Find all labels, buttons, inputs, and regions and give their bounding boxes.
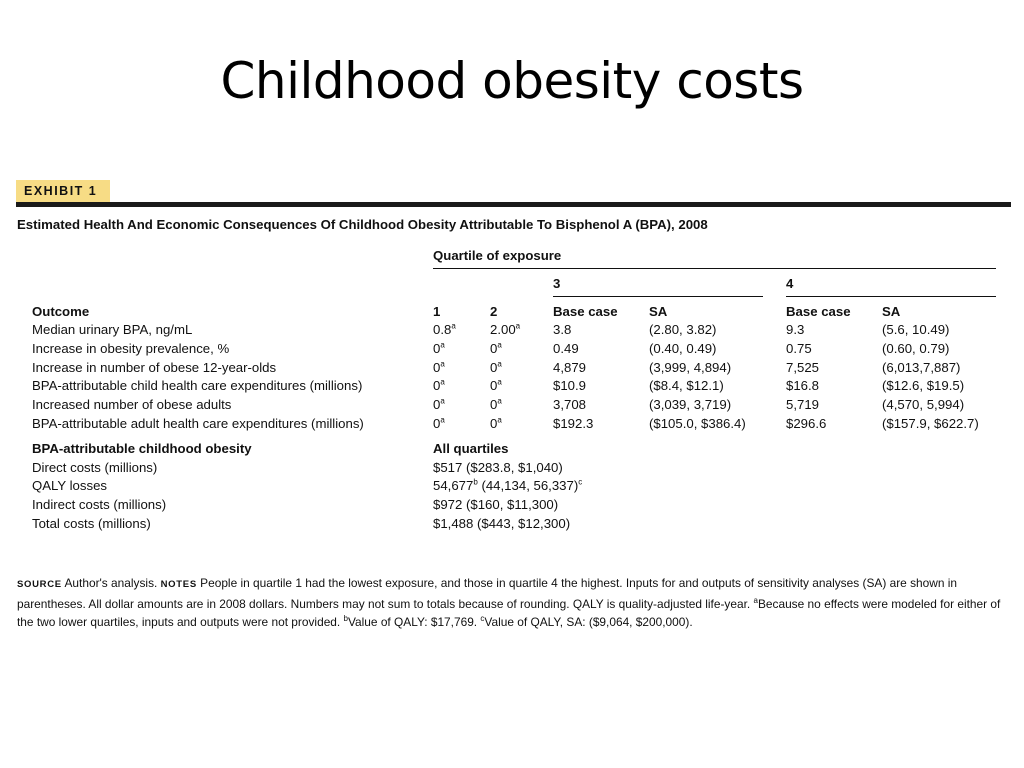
source-text: Author's analysis. (61, 576, 161, 590)
row-outcome: Increase in number of obese 12-year-olds (32, 360, 277, 375)
note-b-text: Value of QALY: $17,769. (347, 615, 481, 630)
section2-label: Direct costs (millions) (32, 460, 158, 475)
quartile-4-label: 4 (786, 276, 794, 291)
row-q3-sa: ($8.4, $12.1) (649, 378, 724, 393)
row-q2: 0a (490, 359, 502, 375)
quartile-3-rule (553, 296, 763, 297)
section2-all-quartiles: All quartiles (433, 441, 509, 456)
note-c-text: Value of QALY, SA: ($9,064, $200,000). (484, 615, 693, 630)
exhibit-title: Estimated Health And Economic Consequenc… (17, 217, 708, 232)
row-q2: 0a (490, 340, 502, 356)
section2-value: 54,677b (44,134, 56,337)c (433, 477, 583, 493)
col-header-q4-sa: SA (882, 304, 901, 319)
row-q1: 0a (433, 415, 445, 431)
row-q2: 0a (490, 396, 502, 412)
section2-label: Total costs (millions) (32, 516, 151, 531)
source-label: SOURCE (17, 579, 62, 590)
row-q4-sa: ($12.6, $19.5) (882, 378, 965, 393)
section2-value: $517 ($283.8, $1,040) (433, 460, 563, 475)
row-q1: 0.8a (433, 321, 456, 337)
row-q3-sa: (3,039, 3,719) (649, 397, 732, 412)
section2-value: $972 ($160, $11,300) (433, 497, 559, 512)
row-q4-sa: (5.6, 10.49) (882, 322, 950, 337)
row-outcome: Median urinary BPA, ng/mL (32, 322, 193, 337)
row-outcome: Increased number of obese adults (32, 397, 232, 412)
row-outcome: BPA-attributable child health care expen… (32, 378, 363, 393)
exhibit-tag: EXHIBIT 1 (16, 180, 110, 203)
row-q4-base: 5,719 (786, 397, 820, 412)
col-header-q3-base: Base case (553, 304, 618, 319)
row-q4-base: 9.3 (786, 322, 805, 337)
section2-value: $1,488 ($443, $12,300) (433, 516, 571, 531)
row-q4-base: 0.75 (786, 341, 812, 356)
row-outcome: Increase in obesity prevalence, % (32, 341, 230, 356)
exhibit-divider (16, 202, 1011, 207)
section2-heading: BPA-attributable childhood obesity (32, 441, 252, 456)
col-header-q2: 2 (490, 304, 498, 319)
row-q3-base: $192.3 (553, 416, 594, 431)
row-q1: 0a (433, 396, 445, 412)
section2-label: QALY losses (32, 478, 108, 493)
row-q4-base: $296.6 (786, 416, 827, 431)
row-q3-sa: (0.40, 0.49) (649, 341, 717, 356)
col-header-q1: 1 (433, 304, 441, 319)
row-q3-sa: (2.80, 3.82) (649, 322, 717, 337)
quartile-header: Quartile of exposure (433, 248, 562, 263)
note-a-text: Because no effects were modeled for eith… (17, 596, 1001, 630)
notes-label: NOTES (160, 579, 197, 590)
quartile-3-label: 3 (553, 276, 561, 291)
row-q3-base: 3,708 (553, 397, 587, 412)
row-q3-base: 0.49 (553, 341, 579, 356)
row-q1: 0a (433, 359, 445, 375)
quartile-4-rule (786, 296, 996, 297)
row-q2: 0a (490, 415, 502, 431)
row-q1: 0a (433, 340, 445, 356)
col-header-q4-base: Base case (786, 304, 851, 319)
row-outcome: BPA-attributable adult health care expen… (32, 416, 364, 431)
row-q3-base: 3.8 (553, 322, 572, 337)
slide-title: Childhood obesity costs (220, 52, 804, 110)
col-header-q3-sa: SA (649, 304, 668, 319)
row-q4-sa: (6,013,7,887) (882, 360, 961, 375)
row-q1: 0a (433, 377, 445, 393)
notes-text: People in quartile 1 had the lowest expo… (17, 576, 957, 611)
row-q2: 0a (490, 377, 502, 393)
row-q4-sa: (4,570, 5,994) (882, 397, 965, 412)
row-q4-base: $16.8 (786, 378, 820, 393)
row-q4-sa: (0.60, 0.79) (882, 341, 950, 356)
row-q3-sa: (3,999, 4,894) (649, 360, 732, 375)
exhibit-footnotes: SOURCE Author's analysis. NOTES People i… (17, 576, 1001, 630)
quartile-header-rule (433, 268, 996, 269)
row-q4-sa: ($157.9, $622.7) (882, 416, 979, 431)
row-q2: 2.00a (490, 321, 521, 337)
col-header-outcome: Outcome (32, 304, 90, 319)
row-q3-base: $10.9 (553, 378, 587, 393)
section2-label: Indirect costs (millions) (32, 497, 167, 512)
row-q3-sa: ($105.0, $386.4) (649, 416, 746, 431)
row-q3-base: 4,879 (553, 360, 587, 375)
row-q4-base: 7,525 (786, 360, 820, 375)
